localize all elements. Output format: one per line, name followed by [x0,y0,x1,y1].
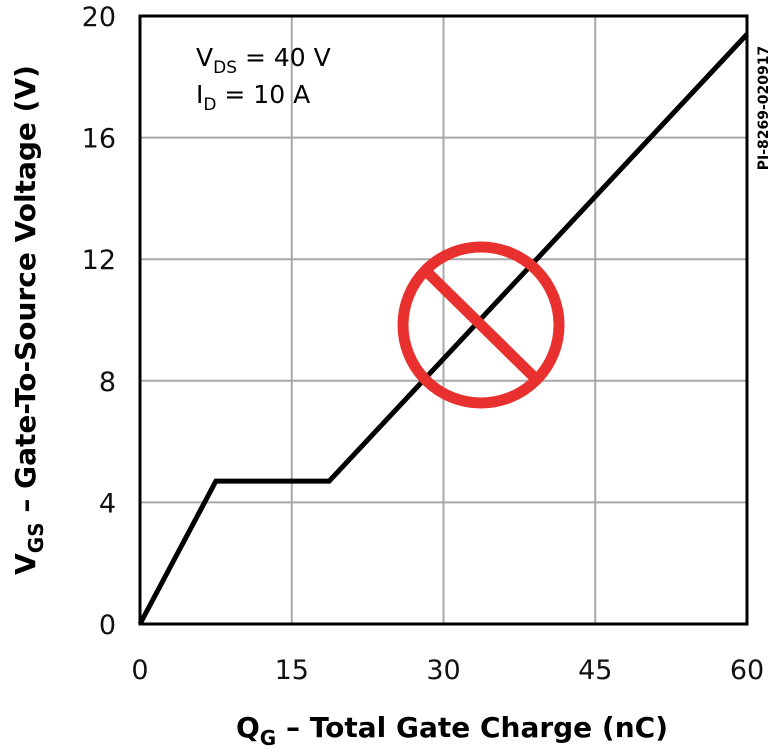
x-tick-label: 15 [275,655,309,686]
y-tick-label: 20 [82,2,116,33]
prohibition-sign-icon [397,241,565,409]
x-axis-title: QG – Total Gate Charge (nC) [236,711,668,750]
x-tick-label: 45 [578,655,612,686]
x-tick-label: 0 [131,655,148,686]
series-line [137,32,749,626]
y-tick-labels: 0 4 8 12 16 20 [82,2,116,641]
x-tick-label: 30 [426,655,460,686]
plot-frame [138,14,749,626]
series-layer [137,32,749,626]
y-tick-label: 8 [99,367,116,398]
figure-id: PI-8269-020917 [756,46,772,171]
y-tick-label: 16 [82,124,116,155]
condition-id: ID = 10 A [196,80,310,115]
condition-vds: VDS = 40 V [196,43,331,78]
x-tick-label: 60 [730,655,764,686]
y-axis-title: VGS – Gate-To-Source Voltage (V) [9,65,48,575]
y-tick-label: 0 [99,610,116,641]
y-tick-label: 12 [82,245,116,276]
x-tick-labels: 0 15 30 45 60 [131,655,764,686]
y-tick-label: 4 [99,488,116,519]
